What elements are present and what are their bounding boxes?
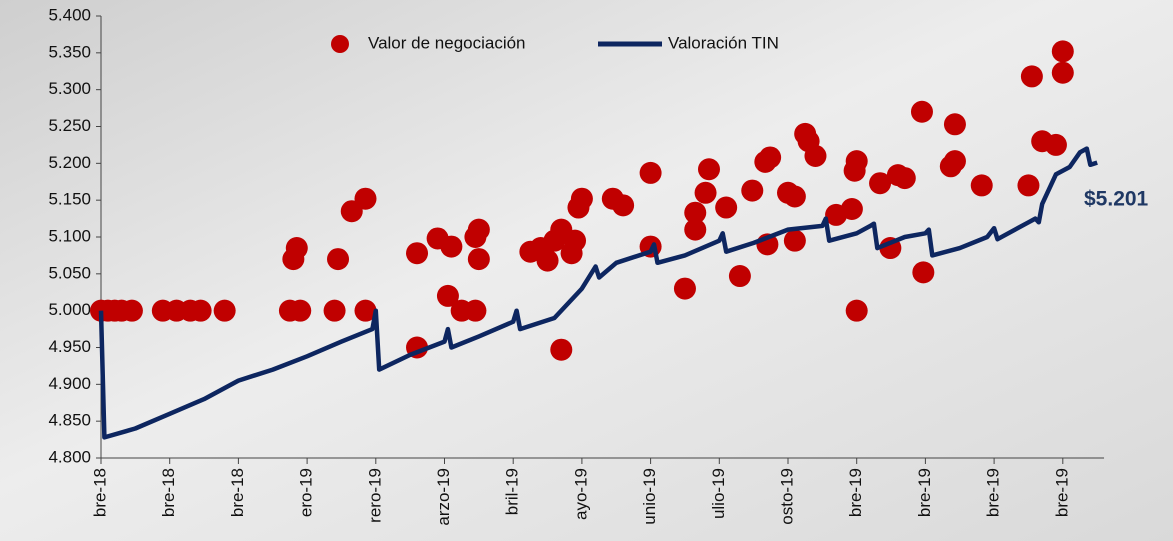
data-point [324, 300, 346, 322]
data-point [190, 300, 212, 322]
data-point [464, 300, 486, 322]
x-tick-label: ulio-19 [709, 468, 728, 519]
x-tick-label: bre-19 [984, 468, 1003, 517]
data-point [674, 278, 696, 300]
data-point [612, 194, 634, 216]
data-point [537, 250, 559, 272]
data-point [121, 300, 143, 322]
data-point [784, 185, 806, 207]
x-tick-label: bre-18 [159, 468, 178, 517]
x-tick-label: unio-19 [640, 468, 659, 525]
y-tick-label: 5.200 [48, 153, 91, 172]
x-tick-label: rero-19 [365, 468, 384, 523]
x-tick-label: ayo-19 [571, 468, 590, 520]
y-tick-label: 4.900 [48, 374, 91, 393]
annotation: $5.201 [1084, 188, 1149, 211]
x-tick-label: bre-18 [90, 468, 109, 517]
data-point [468, 248, 490, 270]
legend-label: Valor de negociación [368, 33, 526, 52]
x-tick-label: bre-19 [915, 468, 934, 517]
data-point [640, 162, 662, 184]
y-tick-label: 4.950 [48, 337, 91, 356]
data-point [550, 339, 572, 361]
data-point [695, 182, 717, 204]
page: 4.800 4.850 4.900 4.950 5.000 5.050 5.100 5.150… [0, 0, 1173, 541]
legend-marker [331, 35, 349, 53]
data-point [846, 300, 868, 322]
y-tick-label: 5.350 [48, 42, 91, 61]
data-point [1021, 65, 1043, 87]
data-point [912, 261, 934, 283]
data-point [440, 236, 462, 258]
y-tick-label: 4.850 [48, 411, 91, 430]
data-point [971, 174, 993, 196]
y-tick-label: 5.000 [48, 300, 91, 319]
y-tick-label: 5.150 [48, 190, 91, 209]
x-tick-label: ero-19 [297, 468, 316, 517]
chart: 4.800 4.850 4.900 4.950 5.000 5.050 5.100 5.150… [0, 0, 1173, 541]
data-point [468, 219, 490, 241]
data-point [214, 300, 236, 322]
y-tick-label: 5.050 [48, 263, 91, 282]
data-point [944, 113, 966, 135]
x-tick-label: bril-19 [503, 468, 522, 515]
data-point [684, 219, 706, 241]
data-point [1017, 174, 1039, 196]
data-point [911, 101, 933, 123]
y-tick-label: 4.800 [48, 447, 91, 466]
data-point [944, 150, 966, 172]
data-point [741, 180, 763, 202]
x-tick-label: bre-18 [228, 468, 247, 517]
y-tick-label: 5.100 [48, 226, 91, 245]
background [0, 0, 1173, 541]
data-point [289, 300, 311, 322]
data-point [846, 150, 868, 172]
data-point [327, 248, 349, 270]
data-point [1045, 134, 1067, 156]
y-tick-label: 5.300 [48, 79, 91, 98]
data-point [841, 198, 863, 220]
data-point [729, 265, 751, 287]
x-tick-label: arzo-19 [434, 468, 453, 526]
legend-label: Valoración TIN [668, 33, 779, 52]
x-tick-label: osto-19 [777, 468, 796, 525]
data-point [715, 197, 737, 219]
x-tick-label: bre-19 [1052, 468, 1071, 517]
data-point [406, 242, 428, 264]
x-tick-label: bre-19 [846, 468, 865, 517]
data-point [784, 230, 806, 252]
data-point [698, 158, 720, 180]
data-point [564, 230, 586, 252]
y-tick-label: 5.400 [48, 5, 91, 24]
data-point [804, 145, 826, 167]
data-point [894, 167, 916, 189]
y-tick-label: 5.250 [48, 116, 91, 135]
data-point [354, 188, 376, 210]
data-point [759, 146, 781, 168]
data-point [286, 237, 308, 259]
data-point [1052, 62, 1074, 84]
data-point [571, 188, 593, 210]
data-point [1052, 40, 1074, 62]
